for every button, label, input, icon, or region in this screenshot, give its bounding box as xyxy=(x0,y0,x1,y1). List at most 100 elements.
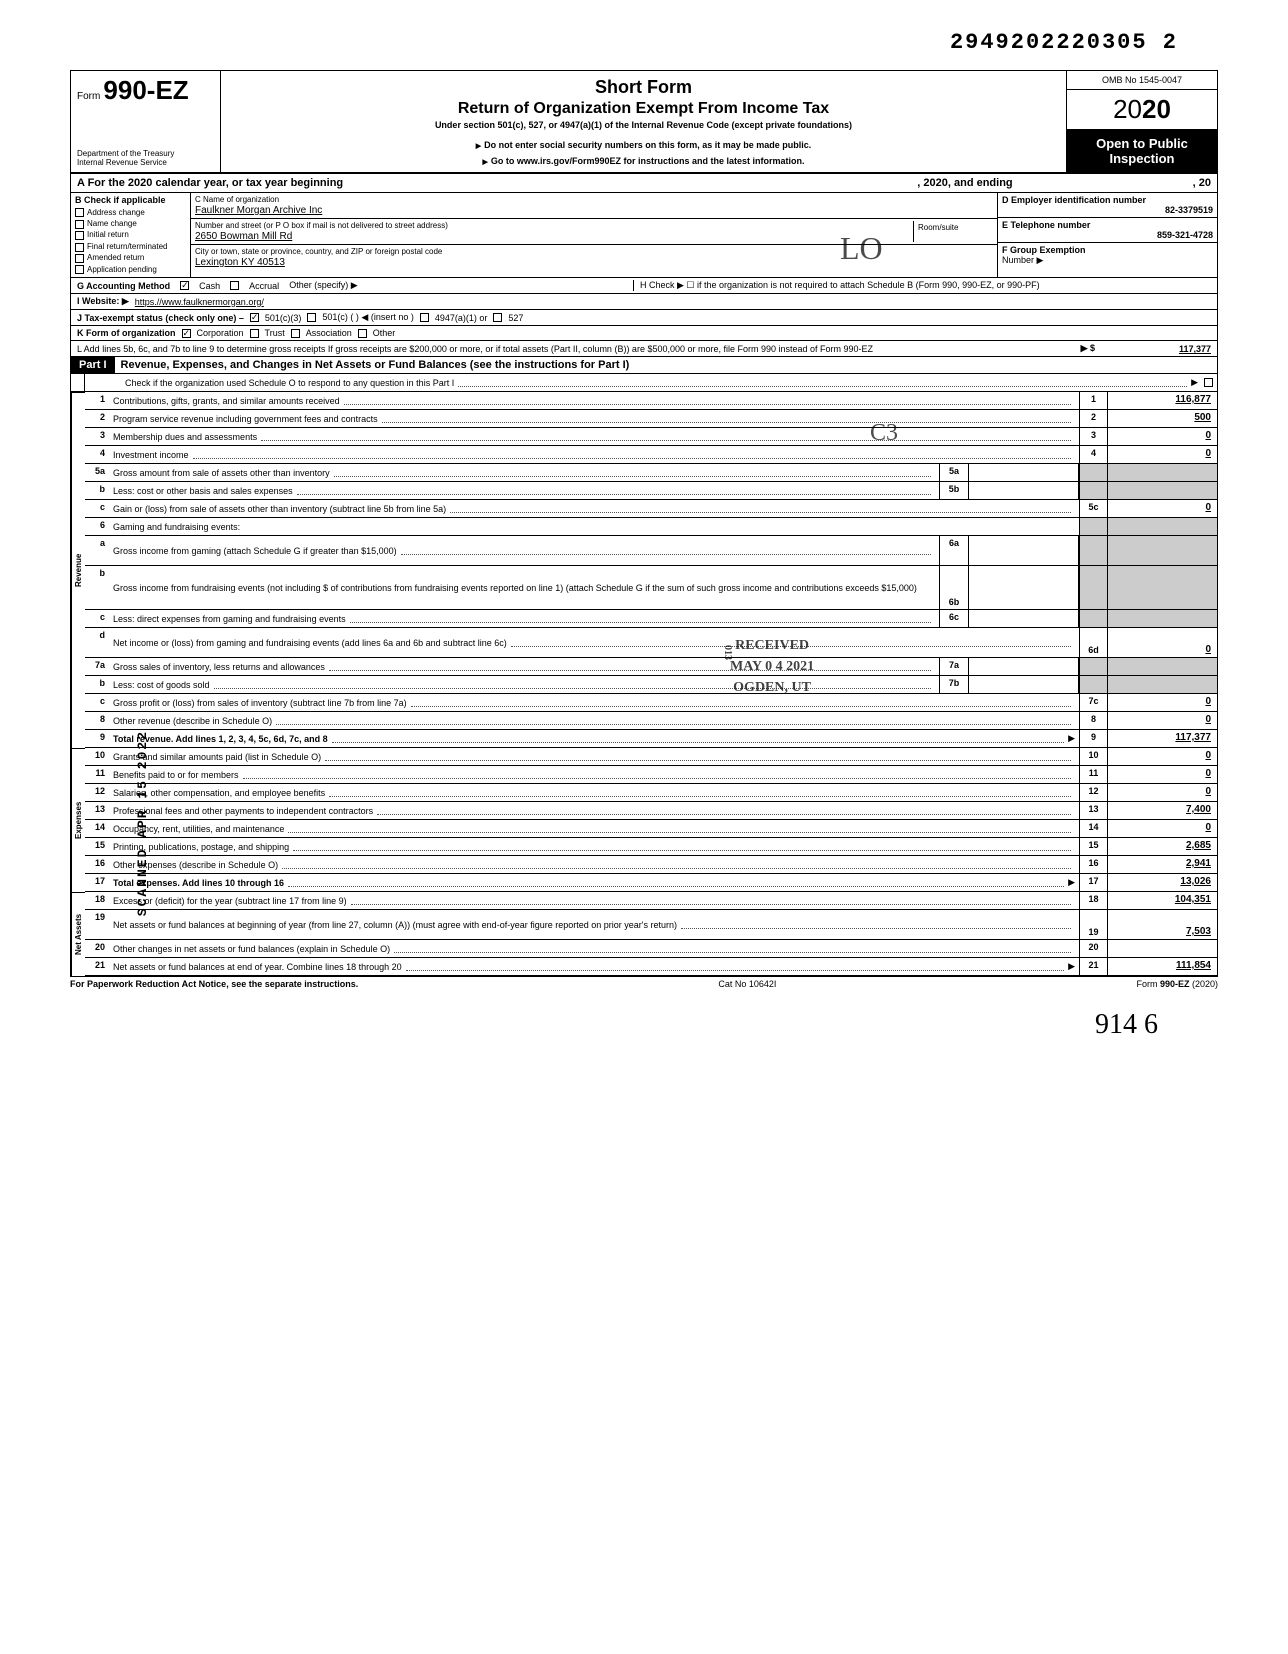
received-line1: RECEIVED xyxy=(730,635,814,656)
line-7a-mid: 7a xyxy=(939,658,969,675)
cb-initial-return[interactable]: Initial return xyxy=(75,230,186,240)
vtab-expenses: Expenses xyxy=(71,748,85,892)
line-6b-desc: Gross income from fundraising events (no… xyxy=(113,583,917,593)
cb-4947[interactable] xyxy=(420,313,429,322)
line-11-val: 0 xyxy=(1107,766,1217,783)
return-title: Return of Organization Exempt From Incom… xyxy=(229,100,1058,118)
line-7c-desc: Gross profit or (loss) from sales of inv… xyxy=(113,698,407,708)
website: https.//www.faulknermorgan.org/ xyxy=(135,297,264,307)
line-g-h: G Accounting Method Cash Accrual Other (… xyxy=(71,278,1217,294)
line-7b-desc: Less: cost of goods sold xyxy=(113,680,210,690)
line-l: L Add lines 5b, 6c, and 7b to line 9 to … xyxy=(71,341,1217,357)
form-header: Form 990-EZ Department of the Treasury I… xyxy=(70,70,1218,174)
cb-trust[interactable] xyxy=(250,329,259,338)
info-rows: G Accounting Method Cash Accrual Other (… xyxy=(70,278,1218,357)
cb-cash[interactable] xyxy=(180,281,189,290)
form-container: 2949202220305 2 SCANNED APR 15 2022 LO C… xyxy=(70,30,1218,1061)
instr-ssn: Do not enter social security numbers on … xyxy=(229,140,1058,150)
line-l-text: L Add lines 5b, 6c, and 7b to line 9 to … xyxy=(77,344,1075,354)
line-a: A For the 2020 calendar year, or tax yea… xyxy=(70,174,1218,193)
cb-501c3[interactable] xyxy=(250,313,259,322)
cb-accrual[interactable] xyxy=(230,281,239,290)
cb-corp[interactable] xyxy=(182,329,191,338)
line-j-label: J Tax-exempt status (check only one) – xyxy=(77,313,244,323)
line-6d-val: 0 xyxy=(1107,628,1217,657)
line-7b-mid: 7b xyxy=(939,676,969,693)
cb-527[interactable] xyxy=(493,313,502,322)
part1-label: Part I xyxy=(71,357,115,373)
cb-pending[interactable]: Application pending xyxy=(75,265,186,275)
cb-501c[interactable] xyxy=(307,313,316,322)
section-b: B Check if applicable Address change Nam… xyxy=(71,193,191,277)
e-label: E Telephone number xyxy=(1002,220,1213,230)
form-prefix: Form xyxy=(77,91,100,102)
received-line3: OGDEN, UT xyxy=(730,677,814,698)
cb-final-return[interactable]: Final return/terminated xyxy=(75,242,186,252)
line-4-num: 4 xyxy=(1079,446,1107,463)
line-17-val: 13,026 xyxy=(1107,874,1217,891)
line-11-desc: Benefits paid to or for members xyxy=(113,770,239,780)
line-8-val: 0 xyxy=(1107,712,1217,729)
line-6a-mid: 6a xyxy=(939,536,969,565)
line-5c-desc: Gain or (loss) from sale of assets other… xyxy=(113,504,446,514)
cb-schedule-o[interactable] xyxy=(1204,378,1213,387)
line-k-label: K Form of organization xyxy=(77,328,176,338)
line-5b-desc: Less: cost or other basis and sales expe… xyxy=(113,486,293,496)
line-9-num: 9 xyxy=(1079,730,1107,747)
line-6c-desc: Less: direct expenses from gaming and fu… xyxy=(113,614,346,624)
line-20-val xyxy=(1107,940,1217,957)
line-12-val: 0 xyxy=(1107,784,1217,801)
line-i-label: I Website: ▶ xyxy=(77,296,129,307)
cb-other[interactable] xyxy=(358,329,367,338)
form-number: 990-EZ xyxy=(103,75,188,105)
document-code: 2949202220305 2 xyxy=(70,30,1218,55)
omb-number: OMB No 1545-0047 xyxy=(1067,71,1217,90)
line-3-val: 0 xyxy=(1107,428,1217,445)
bcdef-block: B Check if applicable Address change Nam… xyxy=(70,193,1218,278)
line-18-val: 104,351 xyxy=(1107,892,1217,909)
line-6a-desc: Gross income from gaming (attach Schedul… xyxy=(113,546,397,556)
line-10-val: 0 xyxy=(1107,748,1217,765)
line-6d-desc: Net income or (loss) from gaming and fun… xyxy=(113,638,507,648)
line-6b-mid: 6b xyxy=(939,566,969,609)
vtab-netassets: Net Assets xyxy=(71,892,85,976)
cb-amended[interactable]: Amended return xyxy=(75,253,186,263)
received-stamp: 013 RECEIVED MAY 0 4 2021 OGDEN, UT xyxy=(730,635,814,698)
dept-line2: Internal Revenue Service xyxy=(77,159,214,168)
f-label: F Group Exemption xyxy=(1002,245,1213,255)
line-5b-mid: 5b xyxy=(939,482,969,499)
c3-stamp: C3 xyxy=(870,420,898,447)
line-21-desc: Net assets or fund balances at end of ye… xyxy=(113,962,402,972)
cb-name-change[interactable]: Name change xyxy=(75,219,186,229)
line-1-num: 1 xyxy=(1079,392,1107,409)
handwritten-notes: 914 6 xyxy=(70,989,1218,1061)
part1-check-text: Check if the organization used Schedule … xyxy=(125,378,454,388)
line-3-desc: Membership dues and assessments xyxy=(113,432,257,442)
footer-mid: Cat No 10642I xyxy=(718,979,776,989)
ein: 82-3379519 xyxy=(1002,205,1213,215)
short-form-title: Short Form xyxy=(229,77,1058,98)
cb-assoc[interactable] xyxy=(291,329,300,338)
cb-address-change[interactable]: Address change xyxy=(75,208,186,218)
line-13-desc: Professional fees and other payments to … xyxy=(113,806,373,816)
line-5c-val: 0 xyxy=(1107,500,1217,517)
header-left: Form 990-EZ Department of the Treasury I… xyxy=(71,71,221,172)
header-right: OMB No 1545-0047 2020 Open to Public Ins… xyxy=(1067,71,1217,172)
line-19-desc: Net assets or fund balances at beginning… xyxy=(113,920,677,930)
f-label2: Number ▶ xyxy=(1002,255,1213,266)
line-16-val: 2,941 xyxy=(1107,856,1217,873)
open-to-public: Open to Public Inspection xyxy=(1067,130,1217,172)
org-name: Faulkner Morgan Archive Inc xyxy=(195,205,993,216)
d-label: D Employer identification number xyxy=(1002,195,1213,205)
line-2-num: 2 xyxy=(1079,410,1107,427)
line-j: J Tax-exempt status (check only one) – 5… xyxy=(71,310,1217,326)
instr-goto: Go to www.irs.gov/Form990EZ for instruct… xyxy=(229,156,1058,166)
phone: 859-321-4728 xyxy=(1002,230,1213,240)
line-7a-desc: Gross sales of inventory, less returns a… xyxy=(113,662,325,672)
c-name-label: C Name of organization xyxy=(195,195,993,204)
year-bold: 20 xyxy=(1142,94,1171,124)
footer-right: Form 990-EZ (2020) xyxy=(1136,979,1218,989)
part1-header-row: Part I Revenue, Expenses, and Changes in… xyxy=(70,357,1218,374)
line-7c-num: 7c xyxy=(1079,694,1107,711)
line-i: I Website: ▶ https.//www.faulknermorgan.… xyxy=(71,294,1217,310)
